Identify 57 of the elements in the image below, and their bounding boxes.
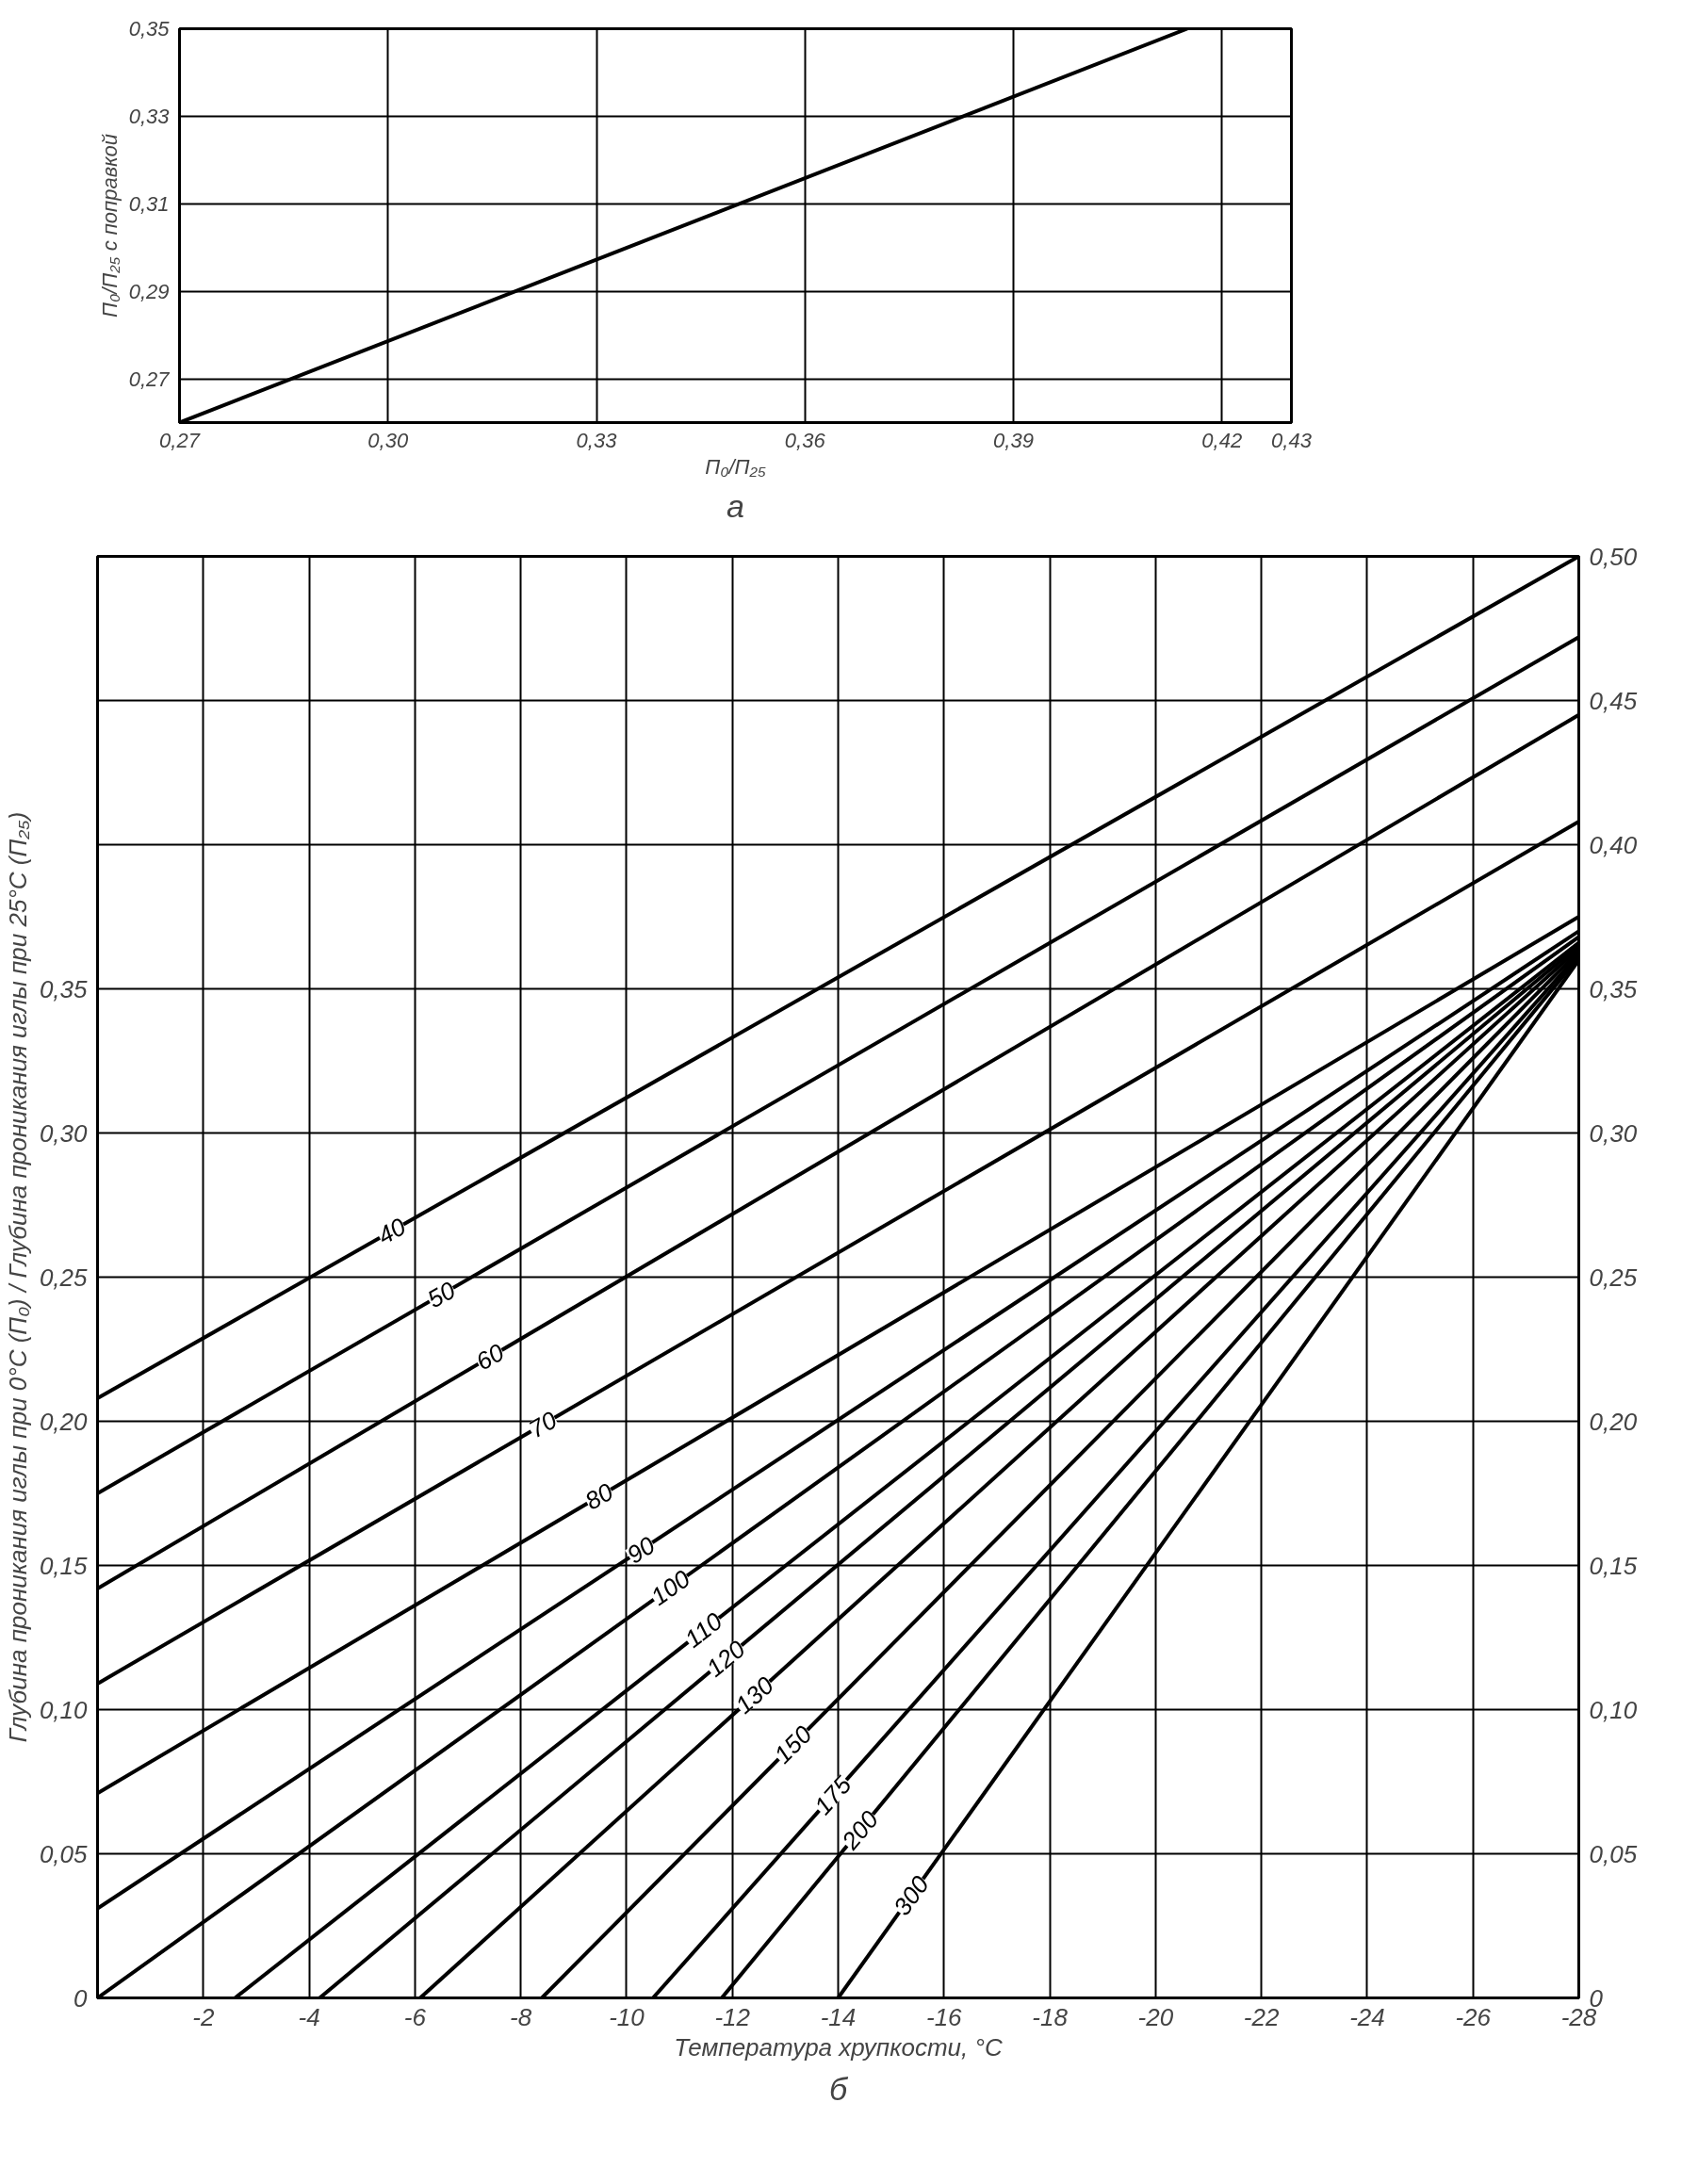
x-tick-label: -10 bbox=[609, 2002, 645, 2031]
y-tick-label: 0,15 bbox=[39, 1551, 89, 1580]
y2-tick-label: 0,50 bbox=[1589, 542, 1638, 571]
text: 70 bbox=[524, 1405, 563, 1444]
y2-tick-label: 0,10 bbox=[1589, 1695, 1638, 1724]
x-tick-label: -14 bbox=[820, 2002, 857, 2031]
x-tick-label: -26 bbox=[1455, 2002, 1492, 2031]
x-tick-label: -6 bbox=[403, 2002, 427, 2031]
x-tick-label: 0,43 bbox=[1271, 428, 1313, 452]
text: а bbox=[727, 487, 744, 524]
x-tick-label: 0,30 bbox=[367, 428, 409, 452]
y2-tick-label: 0,05 bbox=[1589, 1839, 1638, 1868]
x-tick-label: 0,33 bbox=[576, 428, 618, 452]
x-axis-title: Температура хрупкости, °C bbox=[674, 2032, 1003, 2062]
y2-tick-label: 0,15 bbox=[1589, 1551, 1638, 1580]
y-tick-label: 0,25 bbox=[39, 1263, 89, 1292]
y-tick-label: 0,30 bbox=[39, 1118, 89, 1148]
x-tick-label: -16 bbox=[926, 2002, 963, 2031]
x-tick-label: 0,36 bbox=[784, 428, 826, 452]
x-tick-label: -22 bbox=[1243, 2002, 1280, 2031]
text: б bbox=[828, 2070, 849, 2107]
text: 150 bbox=[768, 1719, 818, 1769]
text: 130 bbox=[729, 1671, 780, 1719]
y2-tick-label: 0,40 bbox=[1589, 830, 1638, 859]
y-tick-label: 0,10 bbox=[39, 1695, 89, 1724]
x-tick-label: -2 bbox=[192, 2002, 215, 2031]
y2-tick-label: 0,20 bbox=[1589, 1407, 1638, 1436]
text: 80 bbox=[580, 1476, 619, 1516]
y-tick-label: 0,35 bbox=[39, 974, 89, 1003]
x-tick-label: 0,42 bbox=[1201, 428, 1243, 452]
x-axis-title: П₀/П₂₅ bbox=[705, 454, 766, 479]
y-axis-title: Глубина проникания иглы при 0°C (П₀) / Глубина проникания иглы при 25°C (П₂₅) bbox=[3, 811, 32, 1743]
text: 50 bbox=[422, 1275, 461, 1314]
y-tick-label: 0,35 bbox=[128, 17, 171, 41]
x-tick-label: 0,39 bbox=[993, 428, 1034, 452]
y-tick-label: 0,20 bbox=[39, 1407, 89, 1436]
y-axis-title: П₀/П₂₅ с поправкой bbox=[97, 134, 122, 318]
x-tick-label: -18 bbox=[1032, 2002, 1069, 2031]
y2-tick-label: 0,35 bbox=[1589, 974, 1638, 1003]
text: 300 bbox=[888, 1870, 936, 1921]
y2-tick-label: 0,45 bbox=[1589, 686, 1638, 715]
y2-tick-label: 0,30 bbox=[1589, 1118, 1638, 1148]
y-tick-label: 0,29 bbox=[128, 279, 170, 303]
y-tick-label: 0,33 bbox=[128, 104, 171, 128]
x-tick-label: -12 bbox=[714, 2002, 751, 2031]
y2-tick-label: 0,25 bbox=[1589, 1263, 1638, 1292]
y-tick-label: 0,27 bbox=[128, 367, 171, 391]
x-tick-label: 0,27 bbox=[159, 428, 201, 452]
text: 40 bbox=[372, 1212, 412, 1250]
y-tick-label: 0,05 bbox=[39, 1839, 89, 1868]
text: 60 bbox=[471, 1337, 510, 1377]
x-tick-label: -24 bbox=[1349, 2002, 1385, 2031]
y-tick-label: 0,31 bbox=[128, 191, 170, 216]
x-tick-label: -8 bbox=[510, 2002, 532, 2031]
x-tick-label: -4 bbox=[298, 2002, 320, 2031]
x-tick-label: -20 bbox=[1137, 2002, 1174, 2031]
y-tick-label: 0 bbox=[73, 1983, 89, 2013]
